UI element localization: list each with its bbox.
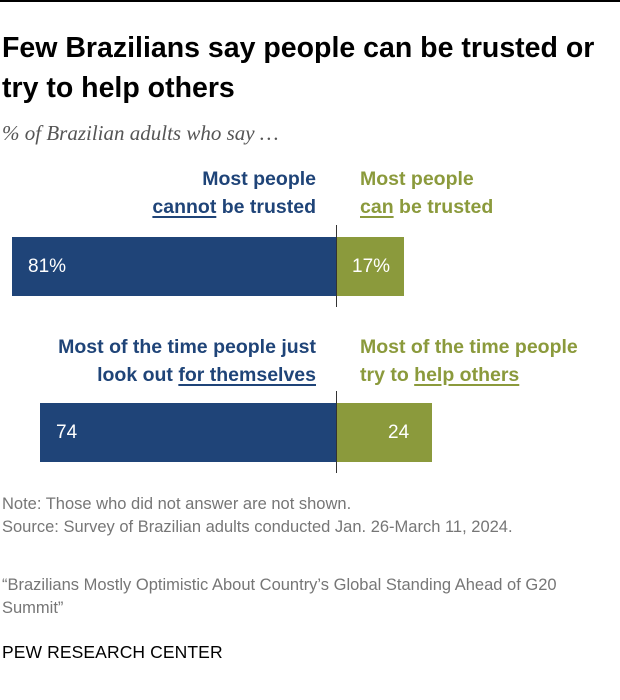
row2-left-label-line2: look out for themselves — [0, 361, 316, 389]
report-title-text: “Brazilians Mostly Optimistic About Coun… — [2, 576, 557, 617]
pew-research-center-logo: PEW RESEARCH CENTER — [2, 642, 223, 662]
row1-left-label-emphasis: cannot — [152, 196, 217, 218]
row2-right-label-emphasis: help others — [414, 364, 520, 386]
bar-row1-cannot-trust: 81% — [12, 237, 336, 296]
row2-right-label-line1: Most of the time people — [360, 336, 578, 358]
row1-left-label-rest: be trusted — [216, 196, 316, 218]
row1-left-label-line1: Most people — [202, 168, 316, 190]
row2-center-line — [336, 391, 337, 473]
row2-right-label: Most of the time people try to help othe… — [360, 333, 618, 389]
row1-left-label: Most people cannot be trusted — [16, 165, 316, 221]
row2-left-label-line1: Most of the time people just — [58, 336, 316, 358]
note-text: Note: Those who did not answer are not s… — [2, 495, 352, 513]
bar-row2-look-out-for-themselves: 74 — [40, 403, 336, 462]
row2-left-label-emphasis: for themselves — [178, 364, 316, 386]
row2-right-label-line2: try to help others — [360, 361, 618, 389]
bar-row1-can-trust: 17% — [336, 237, 404, 296]
row1-right-label: Most people can be trusted — [360, 165, 615, 221]
bar-row1-right-value: 17% — [352, 256, 391, 277]
row2-left-label-prefix: look out — [97, 364, 179, 386]
row2-right-label-prefix: try to — [360, 364, 415, 386]
top-rule — [0, 0, 620, 2]
chart-title: Few Brazilians say people can be trusted… — [2, 32, 595, 104]
row1-right-label-line1: Most people — [360, 168, 474, 190]
bar-row2-right-value: 24 — [388, 422, 410, 443]
bar-row1-left-value: 81% — [28, 256, 67, 277]
bar-row2-left-value: 74 — [56, 422, 78, 443]
chart-subtitle: % of Brazilian adults who say … — [2, 121, 279, 145]
row1-right-label-rest: be trusted — [393, 196, 494, 218]
source-text: Source: Survey of Brazilian adults condu… — [2, 518, 513, 536]
row1-left-label-line2: cannot be trusted — [16, 193, 316, 221]
row1-right-label-emphasis: can — [360, 196, 394, 218]
row1-center-line — [336, 225, 337, 307]
row2-left-label: Most of the time people just look out fo… — [0, 333, 316, 389]
row1-right-label-line2: can be trusted — [360, 193, 615, 221]
bar-row2-help-others: 24 — [336, 403, 432, 462]
